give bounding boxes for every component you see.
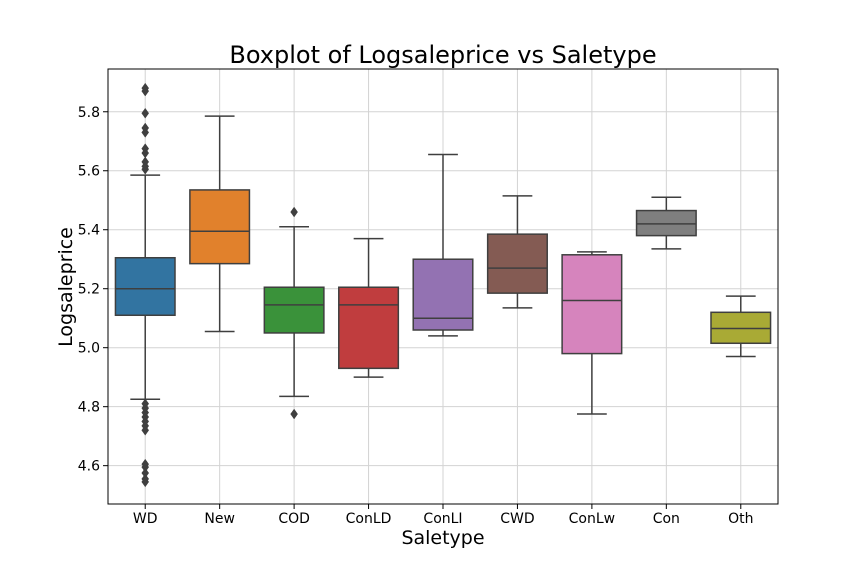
plot-frame [107, 68, 779, 505]
outlier-point [141, 467, 150, 479]
box-cod [263, 206, 325, 420]
box-conlw [561, 251, 623, 415]
boxes [114, 82, 772, 488]
x-tick-label: Con [653, 511, 680, 527]
iqr-box [412, 258, 474, 331]
y-axis-label: Logsaleprice [55, 227, 77, 347]
x-tick-label: WD [133, 511, 158, 527]
box-new [189, 115, 251, 333]
box-conld [338, 237, 400, 378]
box-cwd [486, 195, 548, 309]
outlier-point [141, 122, 150, 134]
x-axis-label: Saletype [401, 527, 484, 549]
y-tick-label: 4.6 [78, 459, 100, 475]
box-conli [412, 153, 474, 337]
x-axis-ticks: WD New COD ConLD ConLI CWD ConLw Con Oth [133, 504, 753, 527]
outlier-point [290, 408, 298, 420]
x-tick-label: CWD [500, 511, 534, 527]
outlier-point [290, 206, 298, 218]
x-tick-label: Oth [728, 511, 753, 527]
y-axis-ticks: 4.6 4.8 5.0 5.2 5.4 5.6 5.8 [78, 105, 108, 475]
x-tick-label: New [204, 511, 235, 527]
x-tick-label: ConLI [423, 511, 462, 527]
x-tick-label: ConLw [569, 511, 615, 527]
outlier-point [141, 82, 150, 94]
outlier-point [141, 458, 150, 470]
iqr-box [338, 286, 400, 370]
outlier-point [141, 473, 150, 485]
y-tick-label: 5.0 [78, 341, 100, 357]
iqr-box [486, 233, 548, 294]
outlier-point [141, 398, 150, 410]
box-oth [710, 295, 772, 358]
chart-title: Boxplot of Logsaleprice vs Saletype [229, 41, 656, 69]
iqr-box [114, 256, 176, 317]
y-tick-label: 5.8 [78, 105, 100, 121]
y-tick-label: 5.4 [78, 223, 100, 239]
box-con [635, 196, 697, 250]
outlier-point [141, 156, 150, 168]
iqr-box [189, 189, 251, 265]
outlier-point [141, 107, 150, 119]
x-tick-label: COD [278, 511, 310, 527]
y-tick-label: 4.8 [78, 400, 100, 416]
iqr-box [263, 286, 325, 334]
x-tick-label: ConLD [346, 511, 392, 527]
y-tick-label: 5.2 [78, 282, 100, 298]
outlier-point [141, 143, 150, 154]
box-wd [114, 82, 176, 488]
y-tick-label: 5.6 [78, 164, 100, 180]
iqr-box [561, 254, 623, 355]
